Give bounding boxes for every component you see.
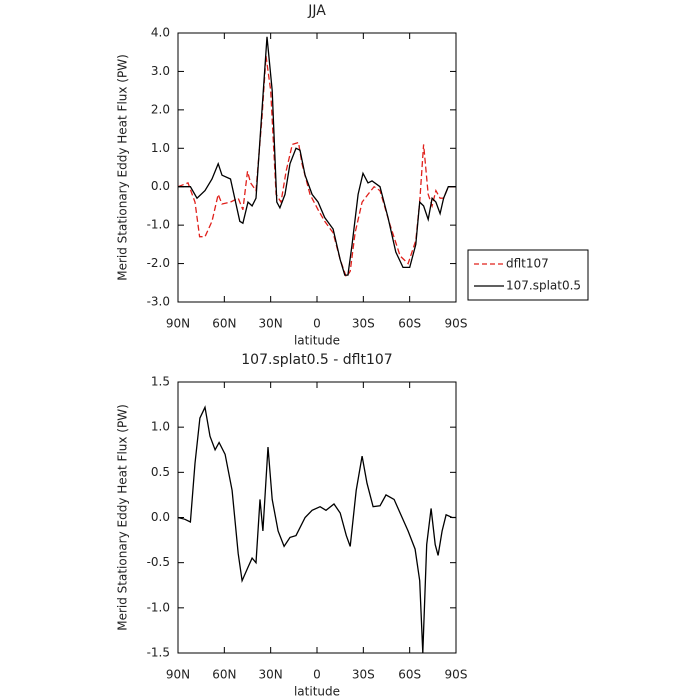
y-tick-label: -1.5 [147,646,170,660]
x-tick-label: 30N [259,317,283,331]
y-tick-label: -1.0 [147,218,170,232]
y-tick-label: 1.0 [151,420,170,434]
y-tick-label: 1.5 [151,375,170,389]
plot-frame [177,32,457,303]
chart-title: 107.splat0.5 - dflt107 [241,352,392,368]
chart-title: JJA [307,3,326,19]
y-tick-label: 2.0 [151,102,170,116]
x-tick-label: 30N [259,668,283,682]
x-tick-label: 60N [212,317,236,331]
legend-box [467,249,589,301]
x-axis-label: latitude [294,685,340,699]
x-axis-label: latitude [294,334,340,348]
y-tick-label: -1.0 [147,600,170,614]
x-tick-label: 0 [313,317,321,331]
x-tick-label: 60S [398,317,421,331]
x-tick-label: 60S [398,668,421,682]
x-tick-label: 90N [166,317,190,331]
y-tick-label: -3.0 [147,295,170,309]
y-axis-label: Merid Stationary Eddy Heat Flux (PW) [116,54,130,281]
data-line [177,56,456,279]
y-tick-label: 1.0 [151,141,170,155]
x-tick-label: 90S [445,668,468,682]
data-line [178,36,456,276]
y-axis-label: Merid Stationary Eddy Heat Flux (PW) [116,404,130,631]
x-tick-label: 30S [352,317,375,331]
legend-label: dflt107 [506,257,549,271]
data-line [177,405,456,654]
y-tick-label: 3.0 [151,64,170,78]
plot-frame [177,381,457,654]
y-tick-label: -0.5 [147,555,170,569]
x-tick-label: 60N [212,668,236,682]
x-tick-label: 0 [313,668,321,682]
x-tick-label: 30S [352,668,375,682]
y-tick-label: 0.0 [151,179,170,193]
y-tick-label: 4.0 [151,26,170,40]
y-tick-label: -2.0 [147,256,170,270]
y-tick-label: 0.0 [151,510,170,524]
x-tick-label: 90N [166,668,190,682]
y-tick-label: 0.5 [151,465,170,479]
x-tick-label: 90S [445,317,468,331]
legend-label: 107.splat0.5 [506,279,581,293]
